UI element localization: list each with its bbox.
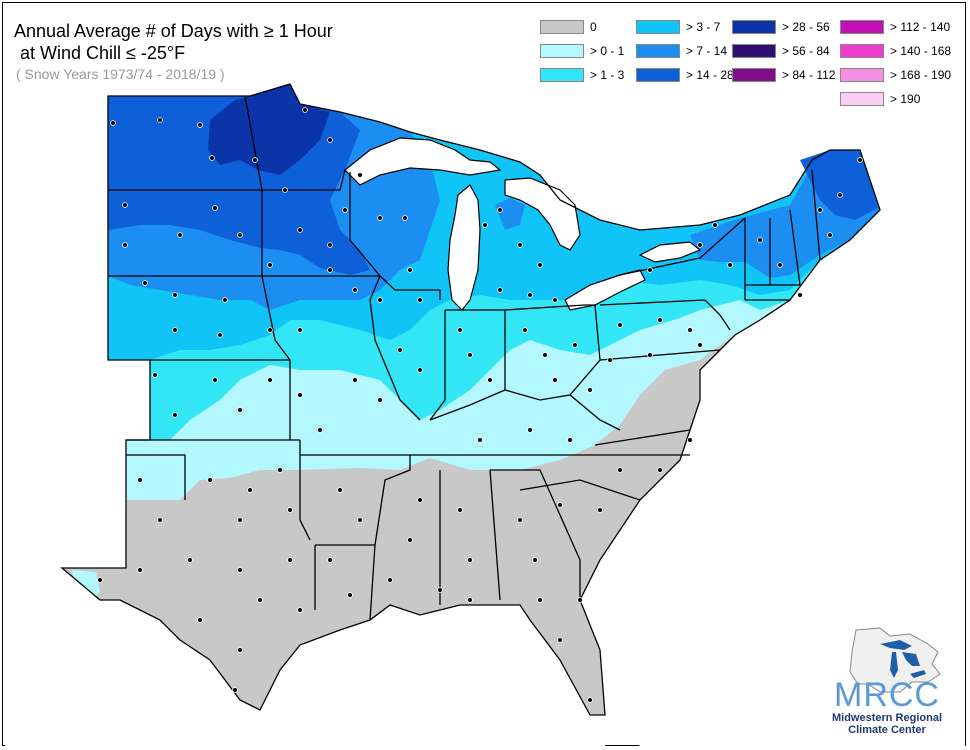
legend-item: > 84 - 112 [732, 66, 835, 84]
region-28-56 [208, 84, 330, 175]
legend-label: > 168 - 190 [890, 68, 952, 82]
state-boundaries [60, 83, 881, 716]
legend-item: 0 [540, 18, 597, 36]
legend-item: > 3 - 7 [636, 18, 720, 36]
legend-swatch [540, 44, 584, 58]
legend-label: > 28 - 56 [782, 20, 830, 34]
legend-label: > 140 - 168 [890, 44, 952, 58]
lake-michigan [447, 184, 481, 311]
legend-swatch [732, 20, 776, 34]
mrcc-logo: MRCC Midwestern Regional Climate Center [822, 678, 952, 736]
legend-item: > 0 - 1 [540, 42, 624, 60]
legend-swatch [732, 68, 776, 82]
station-markers [97, 107, 863, 703]
legend-label: > 0 - 1 [590, 44, 625, 58]
legend-swatch [840, 92, 884, 106]
legend-item: > 112 - 140 [840, 18, 950, 36]
lake-huron [504, 177, 581, 251]
legend-swatch [636, 20, 680, 34]
mrcc-line1: Midwestern Regional [831, 712, 943, 724]
legend-swatch [540, 20, 584, 34]
legend: 0 > 0 - 1 > 1 - 3 > 3 - 7 > 7 - 14 > 14 - 28 >… [540, 18, 960, 114]
legend-swatch [636, 44, 680, 58]
region-14-28-ne [800, 150, 878, 220]
legend-label: > 14 - 28 [686, 68, 734, 82]
legend-label: > 112 - 140 [890, 20, 951, 34]
gulf-of-mexico [5, 568, 605, 746]
legend-swatch [732, 44, 776, 58]
legend-swatch [840, 44, 884, 58]
legend-item: > 56 - 84 [732, 42, 830, 60]
map-title: Annual Average # of Days with ≥ 1 Hour a… [14, 20, 333, 64]
legend-swatch [636, 68, 680, 82]
legend-item: > 28 - 56 [732, 18, 830, 36]
legend-item: > 168 - 190 [840, 66, 951, 84]
region-7-14-mi [495, 198, 525, 230]
map-title-line2: at Wind Chill ≤ -25°F [20, 43, 186, 63]
legend-label: 0 [590, 20, 597, 34]
legend-item: > 140 - 168 [840, 42, 951, 60]
map-subtitle: ( Snow Years 1973/74 - 2018/19 ) [16, 66, 225, 82]
legend-swatch [840, 20, 884, 34]
legend-label: > 7 - 14 [686, 44, 728, 58]
lake-ontario [638, 241, 702, 263]
legend-label: > 3 - 7 [686, 20, 721, 34]
legend-label: > 1 - 3 [590, 68, 625, 82]
map-title-line1: Annual Average # of Days with ≥ 1 Hour [14, 21, 333, 41]
lake-erie [564, 269, 646, 311]
mrcc-name: MRCC [834, 676, 940, 714]
legend-item: > 14 - 28 [636, 66, 734, 84]
legend-item: > 7 - 14 [636, 42, 727, 60]
legend-swatch [540, 68, 584, 82]
lake-superior [344, 137, 502, 186]
atlantic-ocean [580, 210, 965, 746]
mrcc-logo-icon [849, 627, 941, 693]
legend-label: > 84 - 112 [782, 68, 836, 82]
legend-swatch [840, 68, 884, 82]
legend-label: > 190 [890, 92, 921, 106]
legend-item: > 190 [840, 90, 920, 108]
legend-label: > 56 - 84 [782, 44, 830, 58]
mrcc-line2: Climate Center [848, 724, 926, 736]
legend-item: > 1 - 3 [540, 66, 624, 84]
